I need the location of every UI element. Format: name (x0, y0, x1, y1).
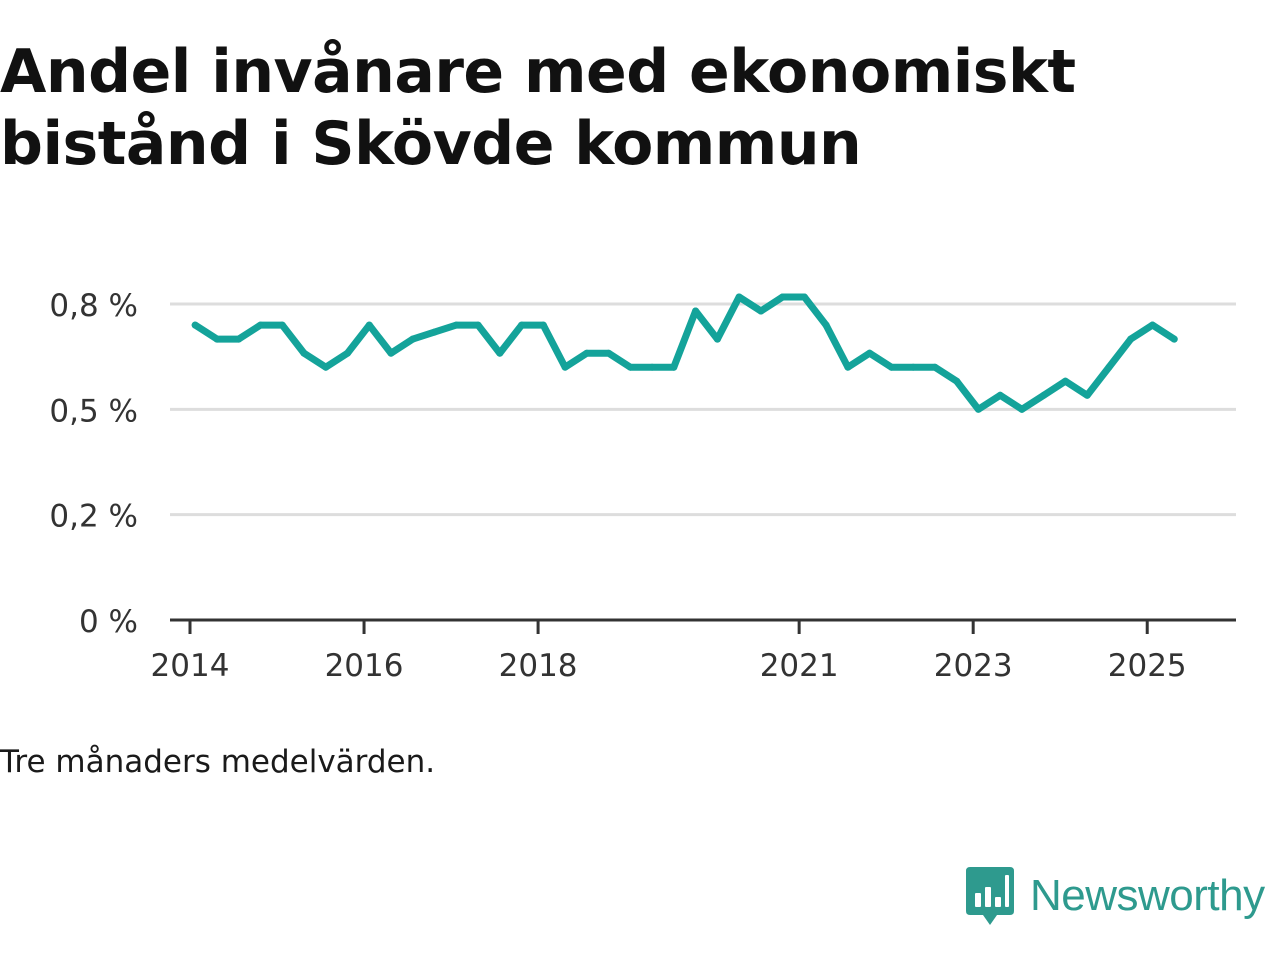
data-point (409, 335, 417, 343)
data-point (735, 293, 743, 301)
x-tick-label: 2014 (151, 648, 230, 684)
data-point (518, 321, 526, 329)
data-point (909, 363, 917, 371)
data-point (1149, 321, 1156, 329)
x-axis-labels: 2014 2016 2018 2021 2023 2025 (151, 648, 1187, 684)
line-chart: 0 %0,2 %0,5 %0,8 % 2014 2016 2018 2021 2023 2… (49, 288, 1236, 684)
data-point (235, 335, 243, 343)
newsworthy-logo-text: Newsworthy (1030, 871, 1265, 920)
x-axis (170, 618, 1236, 634)
data-point (1083, 391, 1091, 399)
data-point (779, 293, 787, 301)
data-point (387, 349, 395, 357)
data-point (713, 335, 721, 343)
y-tick-label: 0,5 % (49, 393, 138, 429)
gridlines (170, 302, 1236, 517)
chart-title: Andel invånare med ekonomiskt bistånd i … (0, 37, 1076, 179)
data-point (474, 321, 482, 329)
data-point (257, 321, 264, 329)
data-point (278, 321, 286, 329)
data-point (757, 307, 765, 315)
x-tick-label: 2018 (499, 648, 578, 684)
data-point (344, 349, 351, 357)
data-point (496, 349, 504, 357)
data-point (561, 363, 569, 371)
series-layer (191, 293, 1178, 413)
data-point (953, 377, 961, 385)
data-point (887, 363, 895, 371)
data-point (626, 363, 634, 371)
newsworthy-logo[interactable]: Newsworthy (964, 864, 1265, 928)
data-point (844, 363, 852, 371)
x-tick-label: 2021 (760, 648, 839, 684)
data-point (605, 349, 613, 357)
data-point (1105, 363, 1113, 371)
x-tick-label: 2025 (1108, 648, 1187, 684)
data-point (692, 307, 700, 315)
y-tick-label: 0 % (79, 604, 138, 640)
data-point (1170, 335, 1178, 343)
x-tick-label: 2016 (325, 648, 404, 684)
data-point (1061, 377, 1069, 385)
data-point (866, 349, 874, 357)
y-tick-label: 0,8 % (49, 288, 138, 324)
data-point (322, 363, 330, 371)
y-tick-label: 0,2 % (49, 499, 138, 535)
data-point (191, 321, 199, 329)
newsworthy-logo-icon (966, 867, 1014, 925)
data-point (583, 349, 591, 357)
series-line (191, 293, 1178, 413)
data-point (800, 293, 808, 301)
data-point (213, 335, 221, 343)
data-point (1040, 391, 1048, 399)
data-point (996, 391, 1004, 399)
data-point (452, 321, 460, 329)
data-point (539, 321, 547, 329)
data-point (1018, 405, 1026, 413)
data-point (670, 363, 678, 371)
x-tick-label: 2023 (934, 648, 1013, 684)
data-point (1127, 335, 1135, 343)
data-point (822, 321, 830, 329)
data-point (365, 321, 373, 329)
data-point (974, 405, 982, 413)
data-point (431, 328, 438, 336)
data-point (931, 363, 939, 371)
data-point (648, 363, 656, 371)
y-axis-labels: 0 % 0,2 % 0,5 % 0,8 % (49, 288, 138, 640)
chart-note: Tre månaders medelvärden. (0, 744, 436, 780)
data-point (300, 349, 308, 357)
